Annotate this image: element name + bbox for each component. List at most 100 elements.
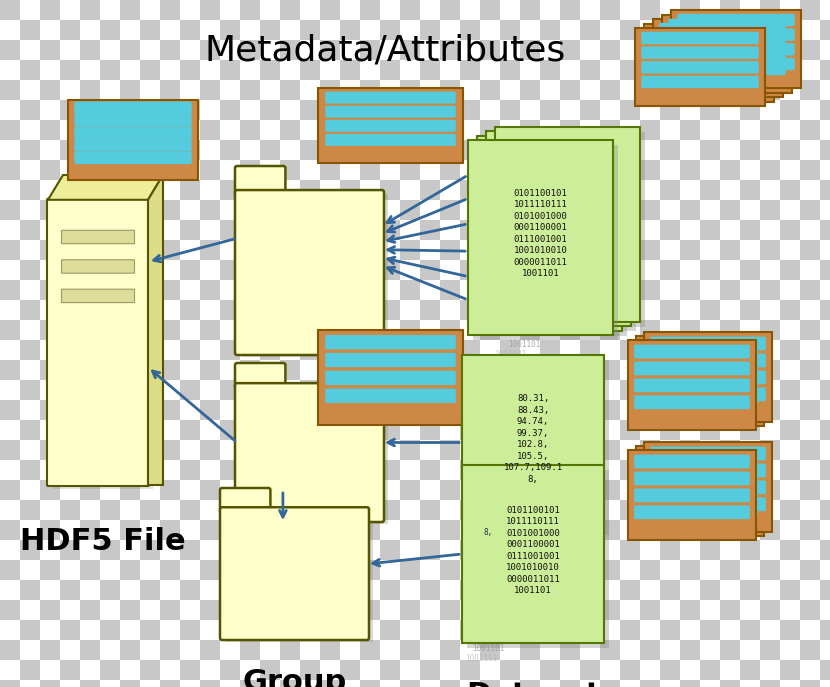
Bar <box>600 120 620 140</box>
Text: Metadata/Attributes: Metadata/Attributes <box>204 33 565 67</box>
Bar <box>0 500 20 520</box>
Bar <box>360 340 380 360</box>
Bar <box>780 160 800 180</box>
Bar <box>480 380 500 400</box>
Bar <box>160 260 180 280</box>
Bar <box>300 160 320 180</box>
Bar <box>260 80 280 100</box>
Bar <box>240 520 260 540</box>
Bar <box>300 500 320 520</box>
Bar <box>360 620 380 640</box>
Bar <box>580 260 600 280</box>
Bar <box>360 200 380 220</box>
Bar <box>580 80 600 100</box>
Bar <box>580 440 600 460</box>
Bar <box>60 580 80 600</box>
Bar <box>60 280 80 300</box>
Bar <box>220 480 240 500</box>
Bar <box>600 680 620 687</box>
FancyBboxPatch shape <box>677 14 794 26</box>
Bar <box>380 520 400 540</box>
Bar <box>560 620 580 640</box>
Bar <box>660 80 680 100</box>
Bar <box>700 500 720 520</box>
Bar <box>560 600 580 620</box>
Bar <box>0 100 20 120</box>
FancyBboxPatch shape <box>235 363 286 389</box>
Bar <box>120 20 140 40</box>
Bar <box>680 480 700 500</box>
Bar <box>700 520 720 540</box>
Bar <box>80 460 100 480</box>
Bar <box>320 460 340 480</box>
Bar <box>260 660 280 680</box>
Bar <box>100 440 120 460</box>
Bar <box>260 520 280 540</box>
Bar <box>100 600 120 620</box>
Bar <box>280 60 300 80</box>
Bar <box>120 540 140 560</box>
Bar <box>644 24 774 102</box>
Bar <box>460 100 480 120</box>
Bar <box>220 540 240 560</box>
FancyBboxPatch shape <box>650 387 766 401</box>
Bar <box>620 660 640 680</box>
Bar <box>340 260 360 280</box>
Bar <box>160 620 180 640</box>
Text: 109.4,108.5: 109.4,108.5 <box>472 533 519 539</box>
Bar <box>500 300 520 320</box>
Bar <box>680 440 700 460</box>
Bar <box>820 160 830 180</box>
Bar <box>180 340 200 360</box>
Bar <box>580 180 600 200</box>
Bar <box>580 480 600 500</box>
Bar <box>662 15 792 93</box>
FancyBboxPatch shape <box>634 471 749 485</box>
Bar <box>620 340 640 360</box>
Bar <box>780 240 800 260</box>
Bar <box>680 0 700 20</box>
Bar <box>540 80 560 100</box>
Bar <box>300 100 320 120</box>
Bar <box>800 40 820 60</box>
Bar <box>220 60 240 80</box>
FancyBboxPatch shape <box>668 48 786 60</box>
Bar <box>380 240 400 260</box>
Bar <box>360 400 380 420</box>
Bar <box>640 580 660 600</box>
Bar <box>760 440 780 460</box>
Bar <box>700 580 720 600</box>
Bar <box>140 460 160 480</box>
Bar <box>120 300 140 320</box>
Bar <box>220 420 240 440</box>
Bar <box>700 260 720 280</box>
Bar <box>200 460 220 480</box>
Bar <box>680 40 700 60</box>
Bar <box>80 260 100 280</box>
Bar <box>780 120 800 140</box>
Bar <box>140 440 160 460</box>
FancyBboxPatch shape <box>650 57 768 69</box>
Bar <box>140 0 160 20</box>
Bar <box>220 260 240 280</box>
Bar <box>320 200 340 220</box>
Bar <box>620 680 640 687</box>
Bar <box>600 200 620 220</box>
Bar <box>580 400 600 420</box>
Bar <box>760 340 780 360</box>
Bar <box>60 600 80 620</box>
Bar <box>720 520 740 540</box>
Bar <box>740 100 760 120</box>
Bar <box>520 60 540 80</box>
Bar <box>100 20 120 40</box>
Bar <box>700 240 720 260</box>
Bar <box>740 620 760 640</box>
Text: 1001101: 1001101 <box>509 340 541 349</box>
FancyBboxPatch shape <box>325 371 456 385</box>
Bar <box>400 340 420 360</box>
Bar <box>820 380 830 400</box>
Bar <box>140 200 160 220</box>
Bar <box>100 160 120 180</box>
Bar <box>20 80 40 100</box>
Bar <box>80 300 100 320</box>
